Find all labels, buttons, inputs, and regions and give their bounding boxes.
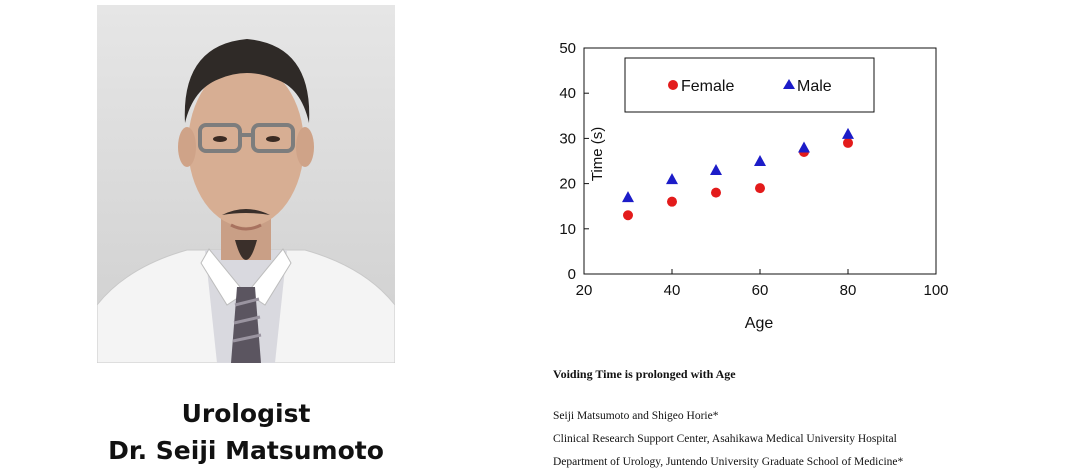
female-point xyxy=(623,210,633,221)
x-tick-label: 80 xyxy=(840,282,857,299)
legend-female-label: Female xyxy=(681,78,734,95)
y-tick-label: 40 xyxy=(559,85,576,102)
x-tick-label: 100 xyxy=(923,282,948,299)
female-point xyxy=(755,183,765,194)
x-tick-label: 60 xyxy=(752,282,769,299)
y-tick-label: 0 xyxy=(568,266,576,283)
doctor-name: Dr. Seiji Matsumoto xyxy=(108,436,384,465)
x-tick-group: 20 40 60 80 100 xyxy=(576,269,949,299)
portrait-photo xyxy=(97,5,395,363)
male-point xyxy=(754,155,766,166)
y-tick-label: 50 xyxy=(559,40,576,57)
legend: Female Male xyxy=(624,57,875,113)
paper-title: Voiding Time is prolonged with Age xyxy=(553,367,736,381)
y-tick-label: 20 xyxy=(559,176,576,193)
paper-affiliation-1: Clinical Research Support Center, Asahik… xyxy=(553,433,897,445)
y-tick-group: 0 10 20 30 40 50 xyxy=(559,40,589,283)
male-point xyxy=(622,191,634,203)
male-point xyxy=(842,127,854,139)
scatter-chart: 0 10 20 30 40 50 20 40 60 80 100 Time (s) Age Fem… xyxy=(540,30,980,340)
female-point xyxy=(711,187,721,198)
male-point xyxy=(710,164,722,176)
paper-authors: Seiji Matsumoto and Shigeo Horie* xyxy=(553,410,719,422)
legend-male-marker xyxy=(783,79,795,89)
female-point xyxy=(667,196,677,207)
legend-box xyxy=(624,57,875,113)
male-point xyxy=(666,173,678,185)
x-tick-label: 40 xyxy=(664,282,681,299)
legend-female-marker xyxy=(668,80,678,90)
female-point xyxy=(843,137,853,148)
paper-affiliation-2: Department of Urology, Juntendo Universi… xyxy=(553,456,904,468)
data-points xyxy=(622,127,854,221)
y-tick-label: 30 xyxy=(559,130,576,147)
profession-label: Urologist xyxy=(181,399,311,428)
chart-svg: 0 10 20 30 40 50 20 40 60 80 100 Time (s) Age Fem… xyxy=(559,40,949,332)
male-point xyxy=(798,141,810,153)
x-tick-label: 20 xyxy=(576,282,593,299)
x-axis-label: Age xyxy=(745,315,774,332)
legend-male-label: Male xyxy=(797,78,832,95)
portrait-illustration xyxy=(97,5,395,363)
y-tick-label: 10 xyxy=(559,221,576,238)
y-axis-label: Time (s) xyxy=(589,127,606,181)
